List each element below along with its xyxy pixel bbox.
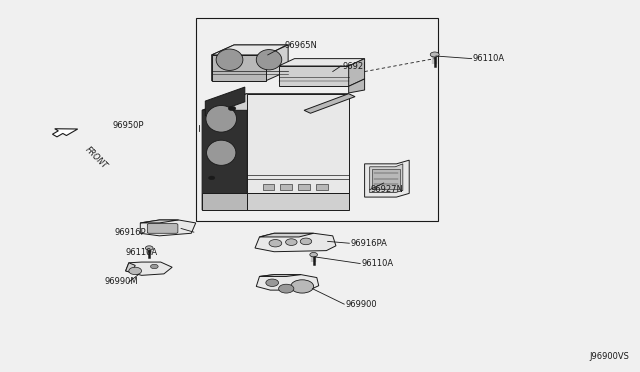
Circle shape: [285, 239, 297, 246]
Text: 96950P: 96950P: [113, 121, 145, 129]
Circle shape: [145, 246, 153, 250]
Polygon shape: [280, 184, 292, 190]
Text: J96900VS: J96900VS: [589, 352, 629, 361]
Polygon shape: [316, 184, 328, 190]
Ellipse shape: [206, 106, 237, 132]
Circle shape: [291, 280, 314, 293]
Circle shape: [300, 238, 312, 245]
Text: 96916PA: 96916PA: [351, 239, 387, 248]
Polygon shape: [365, 160, 409, 197]
Polygon shape: [304, 94, 355, 113]
Circle shape: [266, 279, 278, 286]
Polygon shape: [255, 233, 336, 252]
Polygon shape: [298, 184, 310, 190]
Polygon shape: [349, 79, 365, 93]
Ellipse shape: [256, 49, 282, 70]
Text: 969900: 969900: [346, 300, 377, 309]
Ellipse shape: [207, 140, 236, 165]
Polygon shape: [52, 129, 77, 137]
Polygon shape: [278, 59, 365, 66]
Text: 9692I: 9692I: [342, 61, 366, 71]
Text: 96110A: 96110A: [125, 248, 158, 257]
Text: 96927N: 96927N: [371, 185, 404, 194]
Polygon shape: [370, 164, 403, 193]
Polygon shape: [259, 233, 314, 237]
Circle shape: [269, 240, 282, 247]
Circle shape: [430, 52, 439, 57]
Polygon shape: [202, 94, 349, 110]
Text: 96990M: 96990M: [104, 278, 138, 286]
Circle shape: [209, 176, 215, 180]
Polygon shape: [125, 263, 135, 273]
Polygon shape: [246, 193, 349, 210]
Circle shape: [129, 267, 141, 275]
FancyBboxPatch shape: [147, 224, 178, 233]
Text: 96110A: 96110A: [473, 54, 505, 63]
Bar: [196, 18, 438, 221]
Polygon shape: [246, 94, 349, 193]
Polygon shape: [125, 262, 172, 275]
Circle shape: [150, 264, 158, 269]
Polygon shape: [212, 45, 288, 55]
Text: FRONT: FRONT: [83, 145, 109, 171]
Polygon shape: [212, 45, 288, 81]
Polygon shape: [202, 193, 246, 210]
Polygon shape: [205, 87, 245, 116]
Circle shape: [278, 284, 294, 293]
Ellipse shape: [216, 49, 243, 70]
Polygon shape: [259, 275, 301, 276]
Text: 96965N: 96965N: [285, 41, 318, 50]
Polygon shape: [372, 169, 399, 189]
Text: 96110A: 96110A: [362, 259, 394, 268]
Polygon shape: [278, 66, 349, 86]
Polygon shape: [349, 59, 365, 86]
Circle shape: [310, 253, 317, 257]
Text: 96916P: 96916P: [115, 228, 147, 237]
Polygon shape: [140, 220, 196, 236]
Polygon shape: [140, 220, 179, 223]
Polygon shape: [262, 184, 274, 190]
Polygon shape: [202, 94, 246, 210]
Polygon shape: [212, 55, 266, 81]
Polygon shape: [256, 275, 319, 290]
Circle shape: [228, 106, 236, 111]
